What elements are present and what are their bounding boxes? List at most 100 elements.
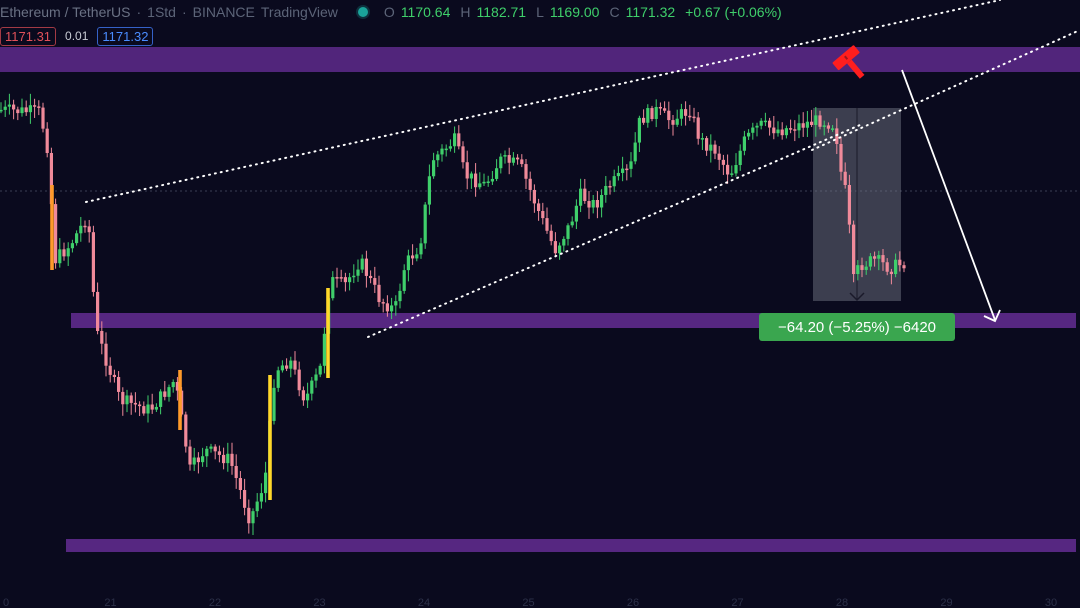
candle-body bbox=[49, 152, 53, 205]
candle-body bbox=[33, 105, 37, 107]
candle-body bbox=[276, 370, 280, 388]
candle-body bbox=[222, 454, 226, 464]
candle-body bbox=[188, 446, 192, 465]
candle-body bbox=[751, 127, 755, 133]
candle-body bbox=[335, 277, 339, 279]
candle-body bbox=[272, 387, 276, 421]
candle-body bbox=[667, 110, 671, 121]
candle-body bbox=[730, 173, 734, 175]
highlighted-candle bbox=[326, 288, 330, 378]
candle-body bbox=[889, 271, 893, 275]
x-axis-label: 25 bbox=[522, 597, 534, 608]
candle-body bbox=[747, 132, 751, 137]
candle-body bbox=[331, 277, 335, 299]
candle-body bbox=[805, 121, 809, 128]
candle-body bbox=[826, 125, 830, 129]
candle-body bbox=[415, 254, 419, 259]
candle-body bbox=[814, 115, 818, 125]
candle-body bbox=[108, 365, 112, 375]
candle-body bbox=[24, 107, 28, 113]
candle-body bbox=[726, 164, 730, 175]
candle-body bbox=[301, 390, 305, 401]
symbol-name[interactable]: Ethereum / TetherUS bbox=[0, 4, 131, 20]
candle-body bbox=[348, 277, 352, 283]
candle-body bbox=[394, 301, 398, 306]
candle-body bbox=[385, 303, 389, 312]
candle-body bbox=[230, 453, 234, 466]
measure-arrow-head bbox=[849, 292, 865, 302]
candle-body bbox=[894, 259, 898, 275]
projection-arrow bbox=[901, 69, 996, 321]
candle-body bbox=[196, 457, 200, 463]
candle-body bbox=[612, 176, 616, 187]
candle-body bbox=[671, 120, 675, 125]
candle-body bbox=[776, 129, 780, 134]
candle-body bbox=[226, 453, 230, 464]
candle-body bbox=[356, 269, 360, 276]
candle-body bbox=[688, 115, 692, 118]
x-axis-label: 22 bbox=[209, 597, 221, 608]
candle-body bbox=[852, 224, 856, 275]
interval-label[interactable]: 1Std bbox=[147, 4, 176, 20]
candle-body bbox=[650, 108, 654, 119]
candle-body bbox=[432, 160, 436, 177]
candle-body bbox=[318, 365, 322, 375]
candle-body bbox=[171, 381, 175, 388]
candle-body bbox=[285, 365, 289, 369]
candle-body bbox=[217, 451, 221, 455]
candle-body bbox=[293, 360, 297, 370]
candle-body bbox=[117, 377, 121, 392]
candle-body bbox=[411, 255, 415, 259]
candle-body bbox=[742, 136, 746, 151]
candle-body bbox=[658, 106, 662, 109]
candle-body bbox=[755, 125, 759, 128]
candle-body bbox=[608, 185, 612, 188]
trendline-lower bbox=[367, 124, 861, 338]
candle-body bbox=[7, 104, 11, 107]
candle-body bbox=[457, 133, 461, 147]
high-value: 1182.71 bbox=[476, 4, 527, 20]
sell-button[interactable]: 1171.31 bbox=[0, 26, 57, 46]
candle-body bbox=[591, 200, 595, 208]
candle-body bbox=[150, 404, 154, 410]
buy-button[interactable]: 1171.32 bbox=[97, 26, 154, 46]
candle-body bbox=[801, 123, 805, 128]
x-axis-label: 23 bbox=[313, 597, 325, 608]
candle-body bbox=[373, 278, 377, 285]
candle-body bbox=[705, 138, 709, 151]
candle-body bbox=[856, 265, 860, 275]
candle-body bbox=[818, 115, 822, 127]
resistance-zone bbox=[0, 47, 1080, 72]
candle-body bbox=[322, 333, 326, 366]
candle-body bbox=[297, 369, 301, 391]
close-label: C bbox=[609, 4, 620, 20]
candle-body bbox=[184, 414, 188, 447]
candle-body bbox=[789, 128, 793, 130]
candle-body bbox=[0, 109, 3, 112]
trade-panel: 1171.31 0.01 1171.32 bbox=[0, 26, 154, 46]
candle-body bbox=[633, 142, 637, 162]
candle-body bbox=[642, 117, 646, 123]
candle-body bbox=[721, 159, 725, 165]
candle-body bbox=[562, 238, 566, 246]
candle-body bbox=[70, 243, 74, 249]
candle-body bbox=[87, 226, 91, 233]
low-value: 1169.00 bbox=[549, 4, 600, 20]
candle-body bbox=[709, 144, 713, 151]
candle-body bbox=[259, 493, 263, 502]
candle-body bbox=[478, 183, 482, 188]
low-label: L bbox=[536, 4, 544, 20]
candle-body bbox=[310, 380, 314, 394]
candle-body bbox=[625, 168, 629, 171]
candle-body bbox=[440, 148, 444, 155]
candle-body bbox=[20, 107, 24, 114]
candle-body bbox=[12, 104, 16, 110]
candle-body bbox=[255, 501, 259, 512]
candle-body bbox=[579, 188, 583, 206]
x-axis: 0 21 22 23 24 25 26 27 28 29 30 bbox=[3, 597, 1057, 608]
candle-body bbox=[738, 150, 742, 166]
candle-body bbox=[881, 255, 885, 263]
open-label: O bbox=[383, 4, 395, 20]
candle-body bbox=[549, 230, 553, 242]
